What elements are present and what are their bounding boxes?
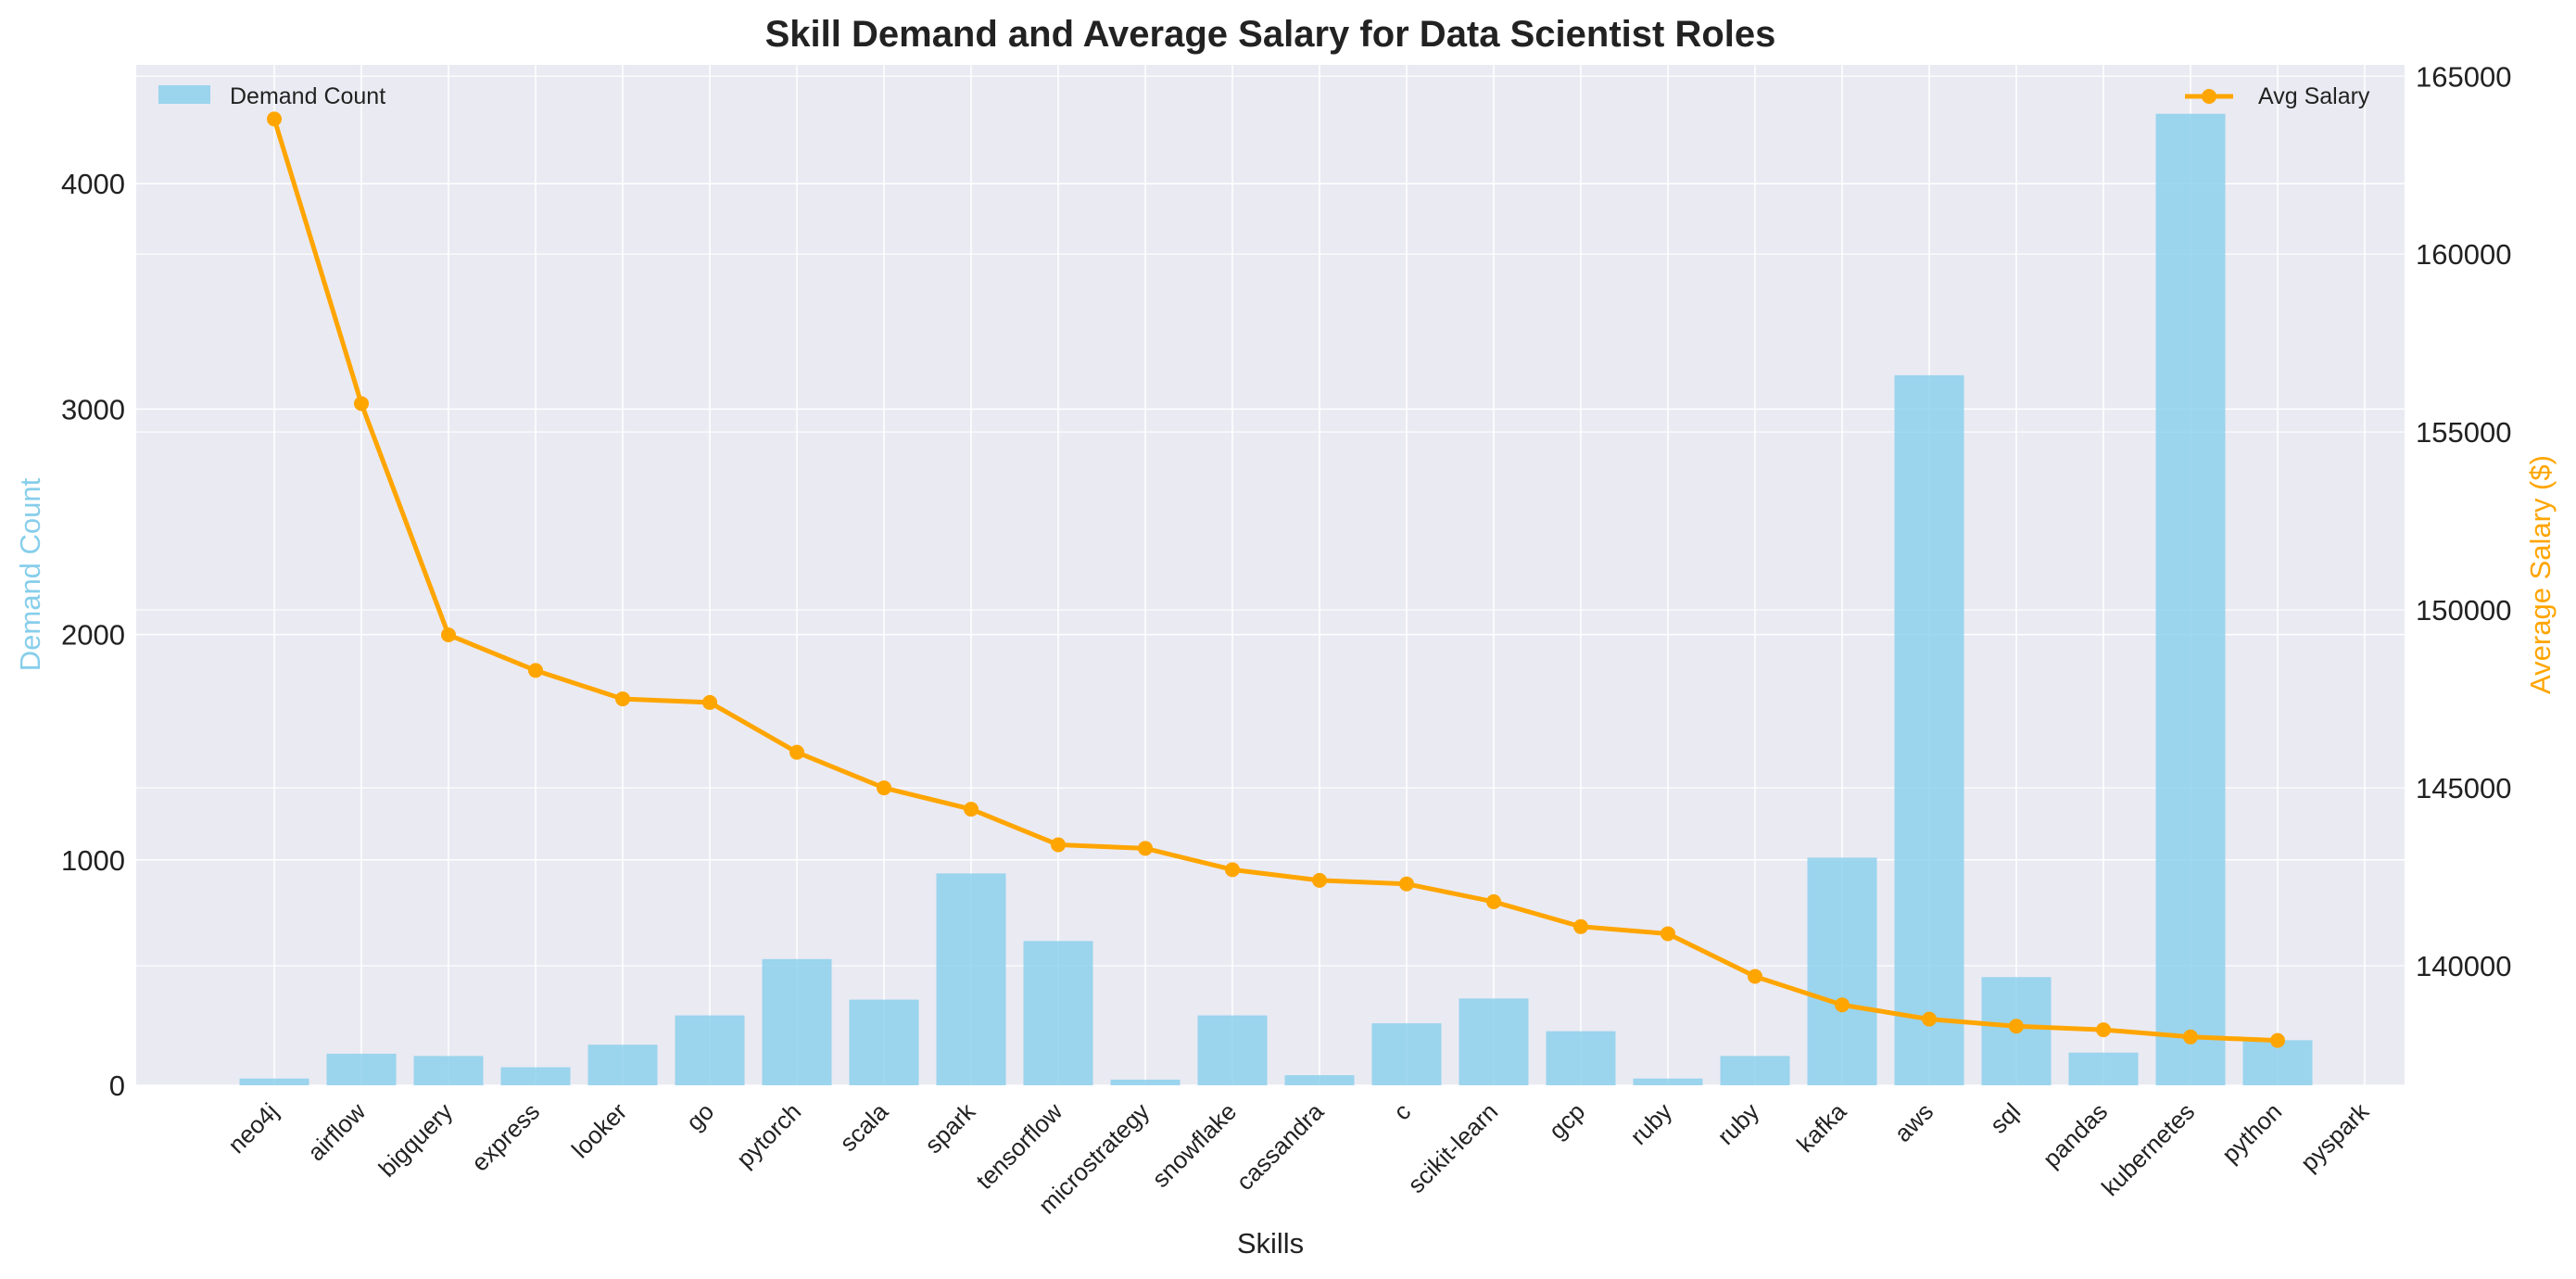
chart-title: Skill Demand and Average Salary for Data… (765, 14, 1776, 55)
salary-point-pandas (2096, 1022, 2111, 1038)
legend-swatch-demand (158, 85, 210, 104)
legend-label-salary: Avg Salary (2258, 83, 2370, 109)
salary-point-tensorflow (1051, 837, 1066, 853)
salary-point-bigquery (441, 627, 456, 642)
y-axis-right-label: Average Salary ($) (2524, 455, 2557, 694)
salary-point-scala (877, 780, 891, 796)
salary-point-sql (2009, 1019, 2024, 1034)
salary-point-looker (615, 691, 630, 707)
salary-point-microstrategy (1138, 841, 1153, 856)
salary-point-python (2270, 1032, 2285, 1048)
y-right-tick-label: 150000 (2416, 594, 2511, 627)
y-right-tick-label: 145000 (2416, 772, 2511, 804)
y-right-tick-label: 140000 (2416, 950, 2511, 982)
salary-point-scikit-learn (1486, 893, 1501, 909)
y-left-tick-label: 3000 (61, 393, 125, 425)
bar-ruby (1720, 1056, 1790, 1085)
salary-line (271, 118, 2279, 1044)
legend-label-demand: Demand Count (230, 83, 385, 109)
bar-neo4j (239, 1078, 309, 1085)
salary-point-cassandra (1312, 872, 1327, 888)
legend-right: Avg Salary (2185, 83, 2370, 109)
bar-spark (936, 873, 1006, 1085)
bar-tensorflow (1023, 941, 1093, 1085)
x-axis-label: Skills (1237, 1227, 1304, 1260)
salary-point-express (528, 663, 543, 678)
bar-aws (1894, 374, 1964, 1085)
salary-point-pytorch (789, 744, 804, 760)
y-left-tick-label: 0 (109, 1070, 125, 1102)
salary-point-neo4j (267, 111, 282, 127)
salary-point-airflow (354, 396, 369, 412)
y-right-tick-label: 155000 (2416, 416, 2511, 449)
plot-area (136, 65, 2405, 1085)
y-right-tick-label: 165000 (2416, 60, 2511, 93)
salary-point-go (702, 694, 717, 710)
bar-microstrategy (1110, 1079, 1181, 1085)
bar-scikit-learn (1458, 998, 1529, 1085)
bar-bigquery (413, 1056, 484, 1085)
bar-pytorch (762, 958, 832, 1085)
bar-kubernetes (2155, 113, 2226, 1086)
bar-looker (587, 1045, 658, 1085)
bar-ruby (1633, 1078, 1703, 1085)
bar-layer (239, 113, 2313, 1086)
salary-point-snowflake (1225, 862, 1240, 878)
bar-scala (849, 999, 919, 1085)
salary-point-aws (1922, 1011, 1937, 1027)
y-axis-left-label: Demand Count (14, 477, 46, 671)
legend-left: Demand Count (158, 83, 385, 109)
line-layer (267, 111, 2285, 1048)
salary-point-kubernetes (2183, 1029, 2198, 1045)
salary-point-c (1399, 876, 1414, 892)
bar-gcp (1546, 1031, 1616, 1085)
bar-kafka (1807, 857, 1877, 1085)
salary-point-gcp (1573, 918, 1588, 934)
bar-c (1371, 1023, 1442, 1085)
bar-pandas (2068, 1052, 2139, 1085)
bar-snowflake (1197, 1015, 1268, 1085)
y-right-tick-label: 160000 (2416, 238, 2511, 271)
y-left-tick-label: 2000 (61, 619, 125, 652)
bar-airflow (326, 1053, 397, 1085)
y-left-tick-label: 1000 (61, 844, 125, 877)
bar-cassandra (1284, 1075, 1355, 1085)
bar-express (500, 1067, 571, 1085)
bar-go (675, 1015, 745, 1085)
y-left-tick-label: 4000 (61, 168, 125, 200)
legend-marker-salary (2202, 89, 2216, 104)
salary-point-ruby (1748, 969, 1762, 984)
salary-point-ruby (1661, 926, 1675, 942)
salary-point-kafka (1835, 997, 1850, 1013)
salary-point-spark (964, 802, 979, 817)
